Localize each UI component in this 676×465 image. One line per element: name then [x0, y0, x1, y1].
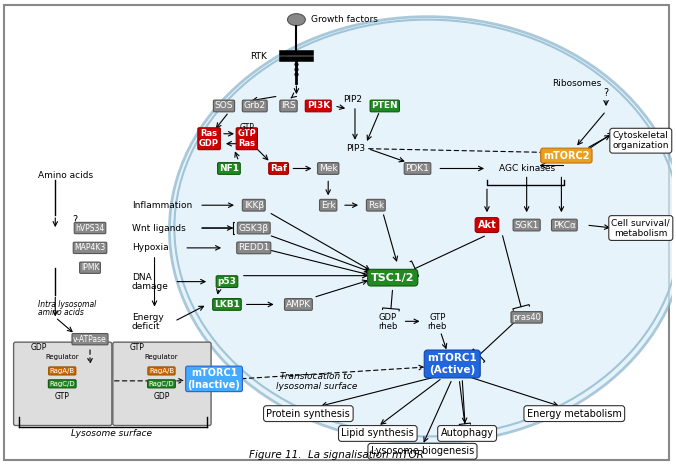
Text: PI3K: PI3K: [307, 101, 330, 111]
Text: Figure 11.  La signalisation mTOR: Figure 11. La signalisation mTOR: [249, 450, 424, 460]
Text: v-ATPase: v-ATPase: [73, 335, 107, 344]
Text: Mek: Mek: [319, 164, 337, 173]
Text: amino acids: amino acids: [39, 308, 84, 317]
Text: rheb: rheb: [428, 322, 447, 331]
Text: PIP3: PIP3: [346, 144, 366, 153]
Text: mTORC1
(Inactive): mTORC1 (Inactive): [188, 368, 241, 390]
Text: Energy: Energy: [132, 313, 164, 322]
Text: LKB1: LKB1: [214, 300, 240, 309]
FancyBboxPatch shape: [113, 342, 211, 425]
Text: PIP2: PIP2: [343, 94, 362, 104]
FancyBboxPatch shape: [3, 5, 669, 460]
Text: Lysosome biogenesis: Lysosome biogenesis: [371, 446, 474, 456]
Text: Ribosomes: Ribosomes: [552, 79, 601, 87]
Text: deficit: deficit: [132, 322, 160, 331]
Text: Inflammation: Inflammation: [132, 201, 192, 210]
Text: Hypoxia: Hypoxia: [132, 243, 168, 252]
Text: Regulator: Regulator: [145, 354, 178, 360]
Text: p53: p53: [218, 277, 237, 286]
Text: Lipid synthesis: Lipid synthesis: [341, 428, 414, 438]
Text: Rsk: Rsk: [368, 201, 384, 210]
Text: Ras
GDP: Ras GDP: [199, 129, 219, 148]
Text: GDP: GDP: [379, 313, 397, 322]
Text: Lysosome surface: Lysosome surface: [72, 429, 152, 438]
Text: GDP: GDP: [153, 392, 170, 401]
Text: GSK3β: GSK3β: [239, 224, 269, 232]
Text: AMPK: AMPK: [286, 300, 311, 309]
Text: SOS: SOS: [215, 101, 233, 111]
Text: Grb2: Grb2: [243, 101, 266, 111]
Text: IRS: IRS: [281, 101, 296, 111]
Text: REDD1: REDD1: [238, 243, 270, 252]
Text: RagA/B: RagA/B: [149, 368, 174, 374]
Text: IKKβ: IKKβ: [243, 201, 264, 210]
Text: RagA/B: RagA/B: [49, 368, 75, 374]
Text: damage: damage: [132, 282, 168, 291]
Text: Akt: Akt: [477, 220, 496, 230]
Text: IPMK: IPMK: [80, 263, 99, 272]
Text: GTP: GTP: [239, 123, 254, 133]
Text: PKCα: PKCα: [553, 220, 576, 230]
Text: RTK: RTK: [249, 52, 266, 61]
Text: mTORC2: mTORC2: [543, 151, 589, 160]
Text: Translocation to: Translocation to: [281, 372, 352, 381]
Text: pras40: pras40: [512, 313, 541, 322]
Text: Regulator: Regulator: [45, 354, 79, 360]
Text: PDK1: PDK1: [406, 164, 429, 173]
Text: AGC kinases: AGC kinases: [499, 164, 555, 173]
Ellipse shape: [170, 17, 676, 444]
Text: Cell survival/
metabolism: Cell survival/ metabolism: [612, 219, 670, 238]
Text: rheb: rheb: [378, 322, 397, 331]
Text: SGK1: SGK1: [514, 220, 539, 230]
Text: mTORC1
(Active): mTORC1 (Active): [427, 353, 477, 375]
Text: GDP: GDP: [30, 343, 47, 352]
Text: Amino acids: Amino acids: [39, 171, 93, 180]
Text: MAP4K3: MAP4K3: [74, 243, 105, 252]
Text: NF1: NF1: [219, 164, 239, 173]
Text: GTP: GTP: [130, 343, 145, 352]
Ellipse shape: [287, 13, 306, 26]
Text: Protein synthesis: Protein synthesis: [266, 409, 350, 418]
Text: RagC/D: RagC/D: [49, 381, 75, 387]
FancyBboxPatch shape: [14, 342, 112, 425]
Text: ?: ?: [72, 215, 77, 225]
Text: Raf: Raf: [270, 164, 287, 173]
Text: Growth factors: Growth factors: [312, 15, 378, 24]
Text: GTP: GTP: [55, 392, 70, 401]
Text: GTP: GTP: [429, 313, 445, 322]
Text: Energy metabolism: Energy metabolism: [527, 409, 622, 418]
Text: ?: ?: [604, 88, 608, 98]
Text: Cytoskeletal
organization: Cytoskeletal organization: [612, 131, 669, 150]
Text: Autophagy: Autophagy: [441, 428, 493, 438]
Text: DNA: DNA: [132, 273, 151, 282]
Text: RagC/D: RagC/D: [149, 381, 174, 387]
Text: Intra lysosomal: Intra lysosomal: [39, 300, 97, 309]
Text: lysosomal surface: lysosomal surface: [276, 382, 357, 392]
Text: PTEN: PTEN: [371, 101, 398, 111]
Text: TSC1/2: TSC1/2: [371, 272, 414, 283]
Text: GTP
Ras: GTP Ras: [237, 129, 256, 148]
Text: hVPS34: hVPS34: [76, 224, 105, 232]
Text: Erk: Erk: [321, 201, 335, 210]
Text: Wnt ligands: Wnt ligands: [132, 224, 185, 232]
